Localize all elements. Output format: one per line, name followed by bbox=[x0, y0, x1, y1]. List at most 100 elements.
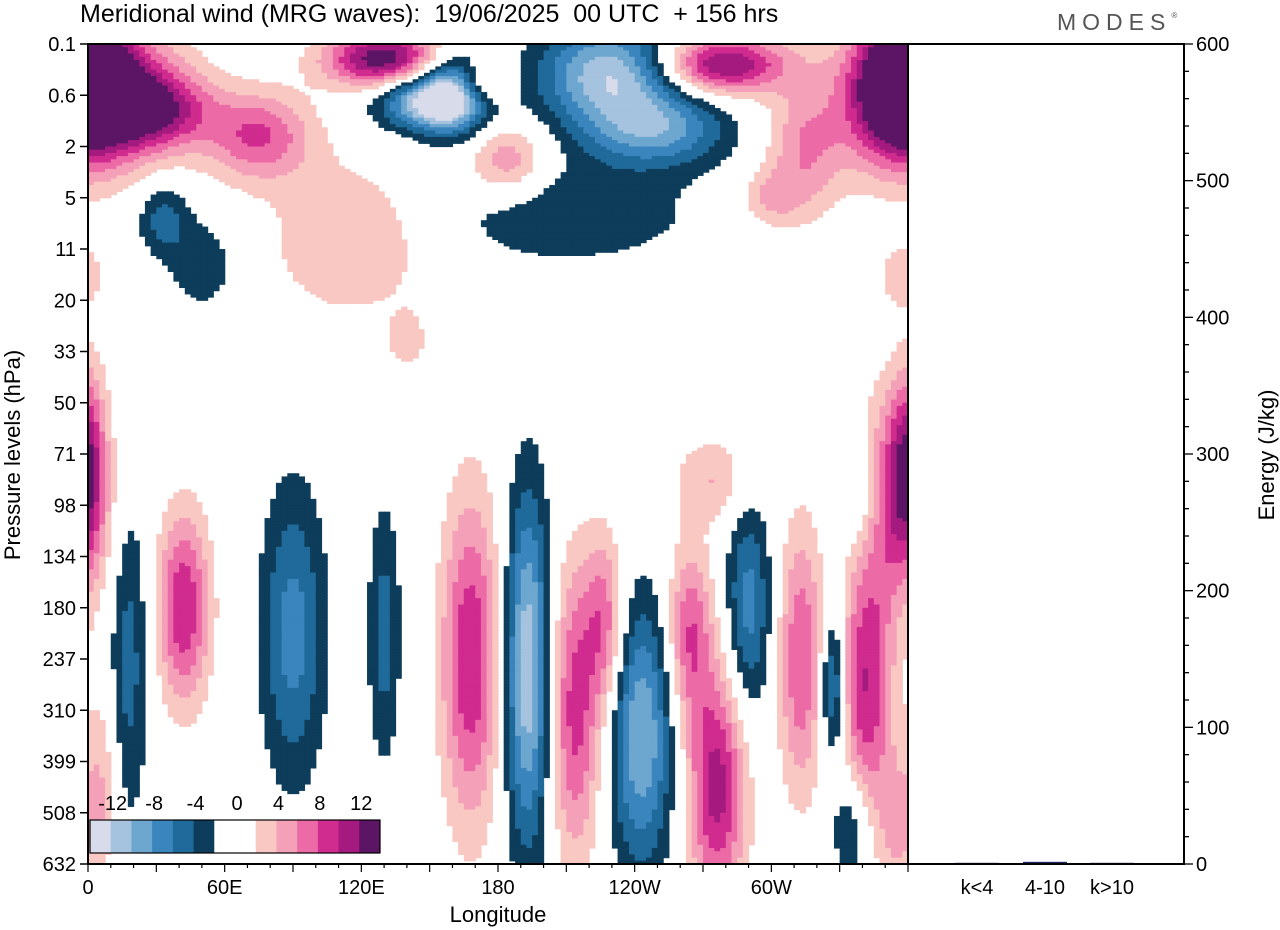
heatmap-cell bbox=[890, 114, 898, 119]
heatmap-cell bbox=[805, 92, 812, 96]
heatmap-cell bbox=[275, 101, 283, 106]
heatmap-cell bbox=[201, 133, 209, 138]
heatmap-cell bbox=[406, 53, 414, 58]
heatmap-cell bbox=[583, 124, 590, 128]
heatmap-cell bbox=[184, 95, 192, 100]
heatmap-cell bbox=[389, 63, 397, 68]
heatmap-cell bbox=[862, 114, 869, 119]
heatmap-cell bbox=[589, 114, 596, 119]
heatmap-cell bbox=[418, 53, 425, 58]
heatmap-cell bbox=[611, 63, 619, 68]
heatmap-cell bbox=[537, 117, 545, 122]
heatmap-cell bbox=[372, 104, 380, 109]
heatmap-cell bbox=[851, 104, 858, 109]
heatmap-cell bbox=[201, 114, 209, 119]
heatmap-cell bbox=[703, 124, 710, 128]
heatmap-cell bbox=[293, 88, 300, 93]
heatmap-cell bbox=[691, 98, 698, 103]
heatmap-cell bbox=[720, 72, 727, 77]
heatmap-cell bbox=[879, 72, 886, 77]
heatmap-cell bbox=[196, 92, 203, 96]
heatmap-cell bbox=[480, 95, 488, 100]
heatmap-cell bbox=[344, 82, 351, 87]
heatmap-cell bbox=[805, 130, 812, 135]
heatmap-cell bbox=[777, 63, 784, 68]
heatmap-cell bbox=[862, 47, 869, 51]
heatmap-cell bbox=[811, 63, 818, 68]
heatmap-cell bbox=[725, 85, 733, 90]
heatmap-cell bbox=[572, 133, 579, 138]
heatmap-cell bbox=[851, 133, 858, 138]
heatmap-cell bbox=[759, 56, 767, 61]
heatmap-cell bbox=[110, 140, 118, 144]
heatmap-cell bbox=[731, 53, 738, 58]
heatmap-cell bbox=[839, 69, 846, 74]
heatmap-cell bbox=[890, 98, 898, 103]
heatmap-cell bbox=[526, 82, 533, 87]
heatmap-cell bbox=[623, 108, 630, 112]
heatmap-cell bbox=[577, 82, 585, 87]
heatmap-cell bbox=[725, 88, 733, 93]
heatmap-cell bbox=[298, 104, 305, 109]
heatmap-cell bbox=[224, 72, 231, 77]
heatmap-cell bbox=[127, 181, 135, 186]
heatmap-cell bbox=[122, 108, 129, 112]
heatmap-cell bbox=[201, 136, 209, 141]
heatmap-cell bbox=[640, 72, 647, 77]
heatmap-cell bbox=[401, 76, 408, 80]
heatmap-cell bbox=[384, 108, 391, 112]
heatmap-cell bbox=[372, 44, 380, 48]
heatmap-cell bbox=[184, 50, 192, 55]
heatmap-cell bbox=[600, 44, 607, 48]
heatmap-cell bbox=[714, 120, 721, 125]
heatmap-cell bbox=[264, 85, 271, 90]
heatmap-cell bbox=[851, 98, 858, 103]
heatmap-cell bbox=[646, 88, 653, 93]
heatmap-cell bbox=[110, 98, 118, 103]
heatmap-cell bbox=[628, 98, 636, 103]
heatmap-cell bbox=[537, 66, 545, 71]
heatmap-cell bbox=[133, 69, 140, 74]
heatmap-cell bbox=[395, 56, 402, 61]
heatmap-cell bbox=[668, 98, 676, 103]
heatmap-cell bbox=[617, 79, 624, 84]
heatmap-cell bbox=[412, 92, 419, 96]
heatmap-cell bbox=[315, 120, 323, 125]
heatmap-cell bbox=[634, 92, 641, 96]
heatmap-cell bbox=[885, 98, 892, 103]
heatmap-cell bbox=[458, 130, 465, 135]
heatmap-cell bbox=[680, 104, 687, 109]
heatmap-cell bbox=[156, 104, 163, 109]
heatmap-cell bbox=[634, 120, 641, 125]
heatmap-cell bbox=[663, 88, 670, 93]
heatmap-cell bbox=[799, 44, 807, 48]
heatmap-cell bbox=[520, 60, 528, 64]
heatmap-cell bbox=[207, 133, 214, 138]
heatmap-cell bbox=[99, 108, 106, 112]
heatmap-cell bbox=[771, 44, 778, 48]
heatmap-cell bbox=[264, 98, 271, 103]
heatmap-cell bbox=[190, 85, 197, 90]
heatmap-cell bbox=[435, 92, 442, 96]
heatmap-cell bbox=[480, 124, 488, 128]
heatmap-cell bbox=[156, 56, 163, 61]
heatmap-cell bbox=[258, 117, 266, 122]
heatmap-cell bbox=[828, 108, 835, 112]
heatmap-cell bbox=[463, 95, 471, 100]
heatmap-cell bbox=[668, 120, 676, 125]
heatmap-cell bbox=[691, 50, 698, 55]
heatmap-cell bbox=[873, 92, 881, 96]
heatmap-cell bbox=[549, 56, 556, 61]
heatmap-cell bbox=[657, 95, 664, 100]
heatmap-cell bbox=[828, 92, 835, 96]
heatmap-cell bbox=[725, 47, 733, 51]
heatmap-cell bbox=[594, 60, 602, 64]
heatmap-cell bbox=[207, 69, 214, 74]
heatmap-cell bbox=[862, 79, 869, 84]
heatmap-cell bbox=[93, 124, 100, 128]
heatmap-cell bbox=[708, 104, 715, 109]
heatmap-cell bbox=[458, 85, 465, 90]
heatmap-cell bbox=[99, 124, 106, 128]
heatmap-cell bbox=[560, 111, 567, 116]
heatmap-cell bbox=[737, 92, 744, 96]
